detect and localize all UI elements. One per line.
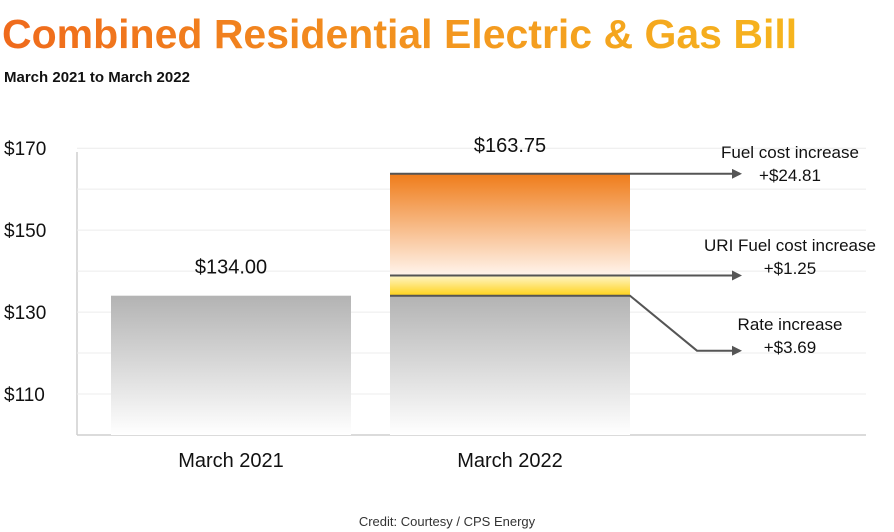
bar-segment-rate-increase (390, 275, 630, 296)
y-tick-label: $130 (4, 303, 46, 324)
x-tick-label: March 2022 (457, 450, 563, 472)
bar-base-2 (390, 295, 630, 435)
bar-segment-fuel-cost-increase (390, 173, 630, 276)
rate-increase-value: +$3.69 (764, 338, 816, 357)
chart-title: Combined Residential Electric & Gas Bill (2, 11, 798, 57)
chart-subtitle: March 2021 to March 2022 (4, 69, 190, 86)
bar-total-label: $134.00 (195, 257, 267, 279)
bar-base-1 (111, 295, 351, 435)
y-tick-label: $110 (4, 385, 45, 406)
rate-increase-arrow (390, 294, 742, 356)
uri-fuel-cost-increase-label: URI Fuel cost increase (704, 236, 876, 255)
rate-increase-label: Rate increase (738, 315, 843, 334)
bar-total-label: $163.75 (474, 135, 546, 157)
credit-text: Credit: Courtesy / CPS Energy (358, 514, 536, 529)
y-tick-label: $150 (4, 221, 46, 242)
uri-fuel-cost-increase-value: +$1.25 (764, 259, 816, 278)
fuel-cost-increase-value: +$24.81 (759, 166, 821, 185)
x-tick-label: March 2021 (178, 450, 284, 472)
y-tick-label: $170 (4, 139, 46, 160)
fuel-cost-increase-label: Fuel cost increase (721, 143, 859, 162)
